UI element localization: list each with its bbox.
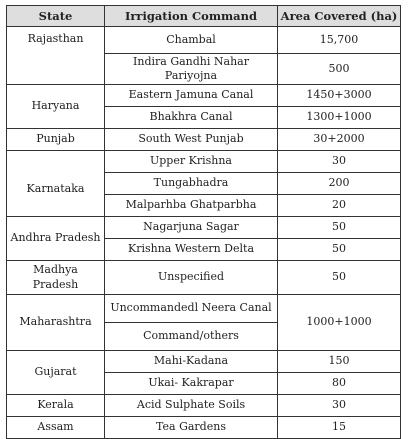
- table-row: Gujarat Mahi-Kadana 150: [6, 350, 401, 395]
- area-cell: 150: [277, 350, 401, 373]
- command-cell: Eastern Jamuna Canal: [104, 84, 278, 107]
- area-cell: 15,700: [277, 26, 401, 54]
- table-row: Kerala Acid Sulphate Soils 30: [6, 394, 401, 417]
- state-cell: Gujarat: [6, 350, 105, 395]
- table-row: Tungabhadra 200: [7, 172, 401, 195]
- command-cell: Mahi-Kadana: [104, 350, 278, 373]
- irrigation-table-container: State Irrigation Command Area Covered (h…: [6, 5, 401, 439]
- command-cell: Indira Gandhi Nahar Pariyojna: [104, 53, 278, 85]
- command-cell: Acid Sulphate Soils: [104, 394, 278, 417]
- command-cell: Tea Gardens: [104, 416, 278, 439]
- command-cell: South West Punjab: [104, 128, 278, 151]
- area-cell: 30: [277, 394, 401, 417]
- table-row: Krishna Western Delta 50: [7, 238, 401, 261]
- header-area-covered: Area Covered (ha): [277, 5, 401, 27]
- area-cell: 30: [277, 150, 401, 173]
- table-row: Andhra Pradesh Nagarjuna Sagar 50: [6, 216, 401, 261]
- table-row: Karnataka Upper Krishna 30: [6, 150, 401, 217]
- area-cell: 30+2000: [277, 128, 401, 151]
- state-cell: Maharashtra: [6, 294, 105, 351]
- state-cell: Madhya Pradesh: [6, 260, 105, 295]
- table-row: Punjab South West Punjab 30+2000: [6, 128, 401, 151]
- command-cell: Krishna Western Delta: [104, 238, 278, 261]
- area-cell: 15: [277, 416, 401, 439]
- table-row: Rajasthan Chambal 15,700: [6, 26, 401, 85]
- state-cell: Punjab: [6, 128, 105, 151]
- state-cell: Andhra Pradesh: [6, 216, 105, 261]
- command-cell: Malparhba Ghatparbha: [104, 194, 278, 217]
- command-cell: Bhakhra Canal: [104, 106, 278, 129]
- area-cell: 500: [277, 53, 401, 85]
- header-state: State: [6, 5, 105, 27]
- area-cell: 50: [277, 216, 401, 239]
- state-cell: Rajasthan: [6, 26, 105, 85]
- area-cell: 1300+1000: [277, 106, 401, 129]
- area-cell: 80: [277, 372, 401, 395]
- area-cell: 1000+1000: [277, 294, 401, 351]
- state-cell: Haryana: [6, 84, 105, 129]
- area-cell: 20: [277, 194, 401, 217]
- state-cell: Assam: [6, 416, 105, 439]
- area-cell: 1450+3000: [277, 84, 401, 107]
- command-cell: Unspecified: [104, 260, 278, 295]
- table-row: Bhakhra Canal 1300+1000: [7, 106, 401, 129]
- table-row: Haryana Eastern Jamuna Canal 1450+3000: [6, 84, 401, 129]
- command-cell: Nagarjuna Sagar: [104, 216, 278, 239]
- command-cell: Chambal: [104, 26, 278, 54]
- area-cell: 50: [277, 238, 401, 261]
- table-row: Maharashtra Uncommandedl Neera Canal 100…: [6, 294, 401, 351]
- table-row: Indira Gandhi Nahar Pariyojna 500: [7, 53, 401, 85]
- command-cell: Uncommandedl Neera Canal: [104, 294, 278, 323]
- area-cell: 200: [277, 172, 401, 195]
- area-cell: 50: [277, 260, 401, 295]
- table-row: Madhya Pradesh Unspecified 50: [6, 260, 401, 295]
- table-row: Ukai- Kakrapar 80: [7, 372, 401, 395]
- table-row: Assam Tea Gardens 15: [6, 416, 401, 439]
- irrigation-command-table: State Irrigation Command Area Covered (h…: [6, 5, 401, 439]
- state-cell: Kerala: [6, 394, 105, 417]
- state-cell: Karnataka: [6, 150, 105, 217]
- table-row: Command/others: [7, 322, 401, 351]
- command-cell: Command/others: [104, 322, 278, 351]
- table-header-row: State Irrigation Command Area Covered (h…: [6, 5, 401, 27]
- command-cell: Ukai- Kakrapar: [104, 372, 278, 395]
- header-irrigation-command: Irrigation Command: [104, 5, 278, 27]
- command-cell: Tungabhadra: [104, 172, 278, 195]
- command-cell: Upper Krishna: [104, 150, 278, 173]
